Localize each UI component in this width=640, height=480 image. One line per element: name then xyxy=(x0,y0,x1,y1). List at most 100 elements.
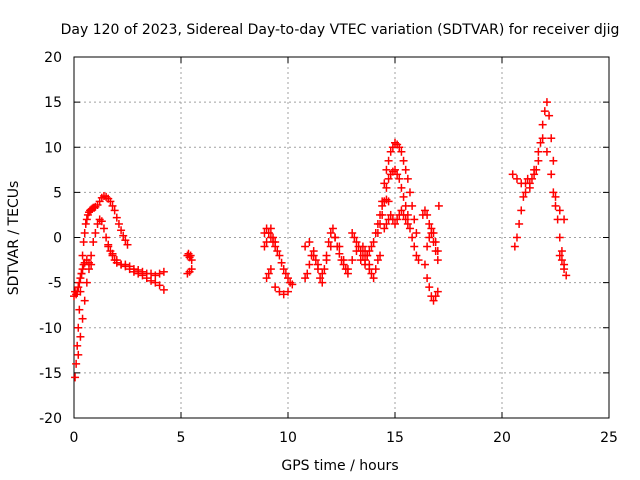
data-point xyxy=(318,278,327,287)
data-point xyxy=(508,170,517,179)
data-point xyxy=(273,247,282,256)
data-point xyxy=(335,249,344,258)
data-point xyxy=(429,228,438,237)
data-point xyxy=(147,269,156,278)
data-point xyxy=(77,269,86,278)
data-point xyxy=(311,256,320,265)
data-point xyxy=(551,192,560,201)
data-point xyxy=(391,219,399,228)
y-tick-label: 15 xyxy=(44,95,62,111)
data-point xyxy=(87,260,96,269)
data-point xyxy=(373,228,382,237)
data-point xyxy=(279,265,288,274)
data-point xyxy=(343,265,352,274)
data-point xyxy=(549,156,558,165)
data-point xyxy=(275,251,284,260)
data-point xyxy=(358,242,367,251)
grid xyxy=(74,57,609,418)
data-point xyxy=(271,238,280,247)
data-point xyxy=(348,228,357,237)
y-tick-label: -20 xyxy=(39,411,62,427)
data-point xyxy=(331,233,340,242)
data-point xyxy=(517,179,526,188)
data-point xyxy=(425,283,434,292)
data-point xyxy=(386,147,395,156)
data-point xyxy=(399,156,408,165)
data-point xyxy=(264,269,273,278)
data-point xyxy=(71,373,80,382)
data-point xyxy=(123,240,132,249)
data-point xyxy=(74,350,83,359)
data-point xyxy=(155,269,164,278)
x-axis-label: GPS time / hours xyxy=(281,458,398,474)
data-point xyxy=(553,215,562,224)
data-point xyxy=(335,242,344,251)
data-point xyxy=(159,285,168,294)
data-point xyxy=(423,210,432,219)
data-point xyxy=(542,147,551,156)
data-point xyxy=(512,174,521,183)
data-point xyxy=(102,233,111,242)
data-point xyxy=(425,219,434,228)
data-point xyxy=(108,249,117,258)
data-point xyxy=(420,206,429,215)
data-point xyxy=(361,247,370,256)
y-axis-label: SDTVAR / TECUs xyxy=(6,181,22,296)
data-point xyxy=(538,120,547,129)
data-point xyxy=(521,188,530,197)
data-point xyxy=(87,251,96,260)
data-point xyxy=(551,201,560,210)
data-point xyxy=(555,233,564,242)
data-point xyxy=(348,256,357,265)
data-point xyxy=(399,210,408,219)
data-point xyxy=(549,188,558,197)
data-point xyxy=(425,233,434,242)
data-point xyxy=(542,98,551,107)
data-point xyxy=(382,219,391,228)
data-point xyxy=(99,224,108,233)
data-point xyxy=(279,290,288,299)
data-point xyxy=(288,280,297,289)
data-point xyxy=(412,251,421,260)
data-point xyxy=(562,271,571,280)
data-point xyxy=(380,197,389,206)
data-point xyxy=(76,274,85,283)
data-point xyxy=(405,188,414,197)
x-tick-label: 25 xyxy=(600,430,618,446)
data-point xyxy=(134,265,143,274)
data-point xyxy=(519,192,528,201)
data-point xyxy=(429,296,438,305)
data-point xyxy=(110,206,119,215)
data-point xyxy=(82,278,91,287)
data-point xyxy=(397,206,406,215)
data-point xyxy=(97,217,106,226)
data-point xyxy=(78,314,87,323)
data-point xyxy=(365,260,374,269)
x-tick-label: 5 xyxy=(177,430,186,446)
data-point xyxy=(530,165,539,174)
data-point xyxy=(339,256,348,265)
data-point xyxy=(397,183,406,192)
data-point xyxy=(73,341,82,350)
data-point xyxy=(382,165,391,174)
data-point xyxy=(104,242,113,251)
data-point xyxy=(373,256,382,265)
data-point xyxy=(517,206,526,215)
data-point xyxy=(380,224,389,233)
data-point xyxy=(121,236,130,245)
data-point xyxy=(405,224,414,233)
y-tick-labels: -20 -15 -10 -5 0 5 10 15 20 xyxy=(39,50,62,427)
data-point xyxy=(147,276,156,285)
data-point xyxy=(326,228,335,237)
data-point xyxy=(378,210,387,219)
data-point xyxy=(371,265,380,274)
data-point xyxy=(284,274,292,283)
data-point xyxy=(78,251,87,260)
data-point xyxy=(384,174,393,183)
data-point xyxy=(547,134,556,143)
data-point xyxy=(117,226,126,235)
data-point xyxy=(75,305,84,314)
data-point xyxy=(414,256,423,265)
data-point xyxy=(80,296,89,305)
data-point xyxy=(301,274,310,283)
